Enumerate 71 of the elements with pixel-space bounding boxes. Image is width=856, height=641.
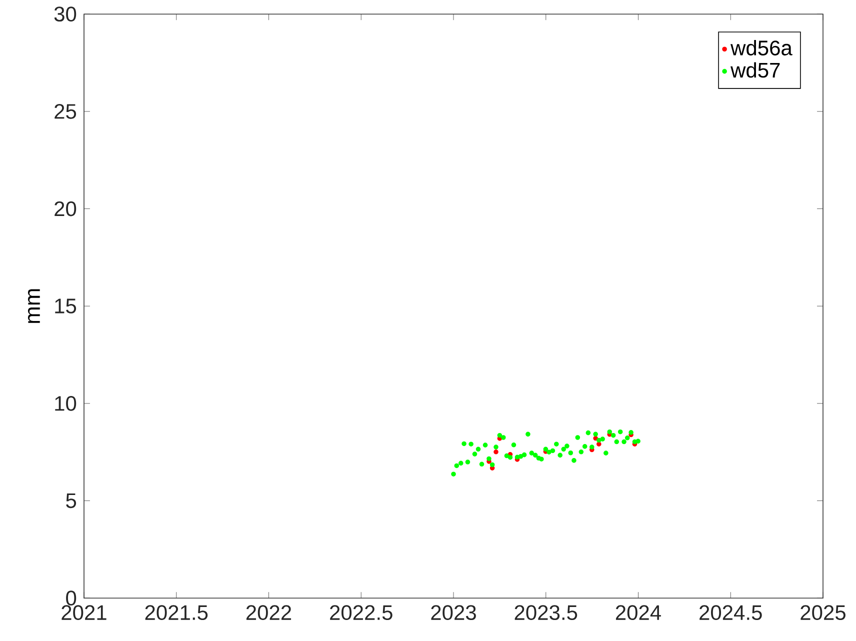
- x-tick-label: 2023.5: [514, 605, 578, 620]
- point: [614, 439, 620, 444]
- point: [494, 449, 498, 454]
- point: [465, 460, 470, 464]
- point: [558, 452, 562, 458]
- x-tick-label: 2024: [616, 605, 661, 620]
- point: [529, 450, 534, 456]
- point: [600, 436, 605, 442]
- y-tick-label: 0: [66, 590, 76, 606]
- x-tick-label: 2024.5: [700, 605, 762, 620]
- point: [458, 460, 464, 466]
- point: [636, 438, 640, 444]
- point: [482, 442, 488, 448]
- point: [462, 441, 466, 446]
- point: [518, 454, 524, 459]
- point: [578, 449, 584, 454]
- point: [610, 432, 616, 438]
- point: [539, 456, 544, 462]
- point: [596, 442, 602, 446]
- point: [550, 448, 556, 454]
- point: [596, 438, 602, 443]
- point: [607, 429, 612, 434]
- legend-label: wd56a: [730, 40, 792, 56]
- point: [593, 432, 598, 437]
- point: [572, 458, 576, 463]
- x-tick-label: 2021: [62, 605, 106, 620]
- point: [468, 442, 474, 446]
- x-tick-label: 2022.5: [330, 605, 392, 620]
- point: [546, 450, 552, 454]
- point: [472, 452, 478, 456]
- point: [486, 456, 492, 462]
- y-tick-label: 10: [55, 396, 76, 411]
- point: [504, 453, 510, 458]
- x-tick-label: 2022: [246, 605, 292, 620]
- point: [490, 462, 495, 468]
- point: [532, 452, 538, 458]
- x-tick-label: 2025: [800, 605, 846, 620]
- point: [476, 446, 481, 452]
- point: [575, 435, 580, 440]
- y-tick-label: 5: [66, 493, 76, 508]
- point: [479, 462, 484, 467]
- y-tick-label: 15: [55, 298, 76, 314]
- y-tick-label: 20: [54, 201, 76, 216]
- point: [497, 432, 502, 438]
- y-axis-title: mm: [28, 289, 40, 323]
- x-tick-label: 2021.5: [145, 605, 208, 620]
- point: [526, 432, 530, 437]
- point: [568, 450, 574, 456]
- point: [508, 454, 513, 460]
- y-tick-label: 25: [54, 104, 76, 119]
- point: [522, 452, 527, 458]
- point: [494, 444, 498, 450]
- point: [543, 446, 548, 452]
- y-tick-label: 30: [54, 6, 76, 22]
- point: [624, 435, 630, 440]
- x-tick-label: 2023: [431, 605, 476, 620]
- point: [628, 430, 634, 435]
- point: [622, 439, 626, 444]
- point: [454, 463, 460, 468]
- point: [589, 444, 594, 450]
- point: [500, 435, 506, 440]
- point: [582, 444, 588, 449]
- legend-label: wd57: [730, 62, 780, 78]
- point: [451, 472, 456, 476]
- point: [511, 442, 516, 448]
- point: [586, 430, 591, 436]
- point: [604, 450, 608, 456]
- point: [564, 444, 570, 448]
- point: [554, 442, 559, 446]
- point: [618, 429, 623, 434]
- point: [561, 446, 566, 452]
